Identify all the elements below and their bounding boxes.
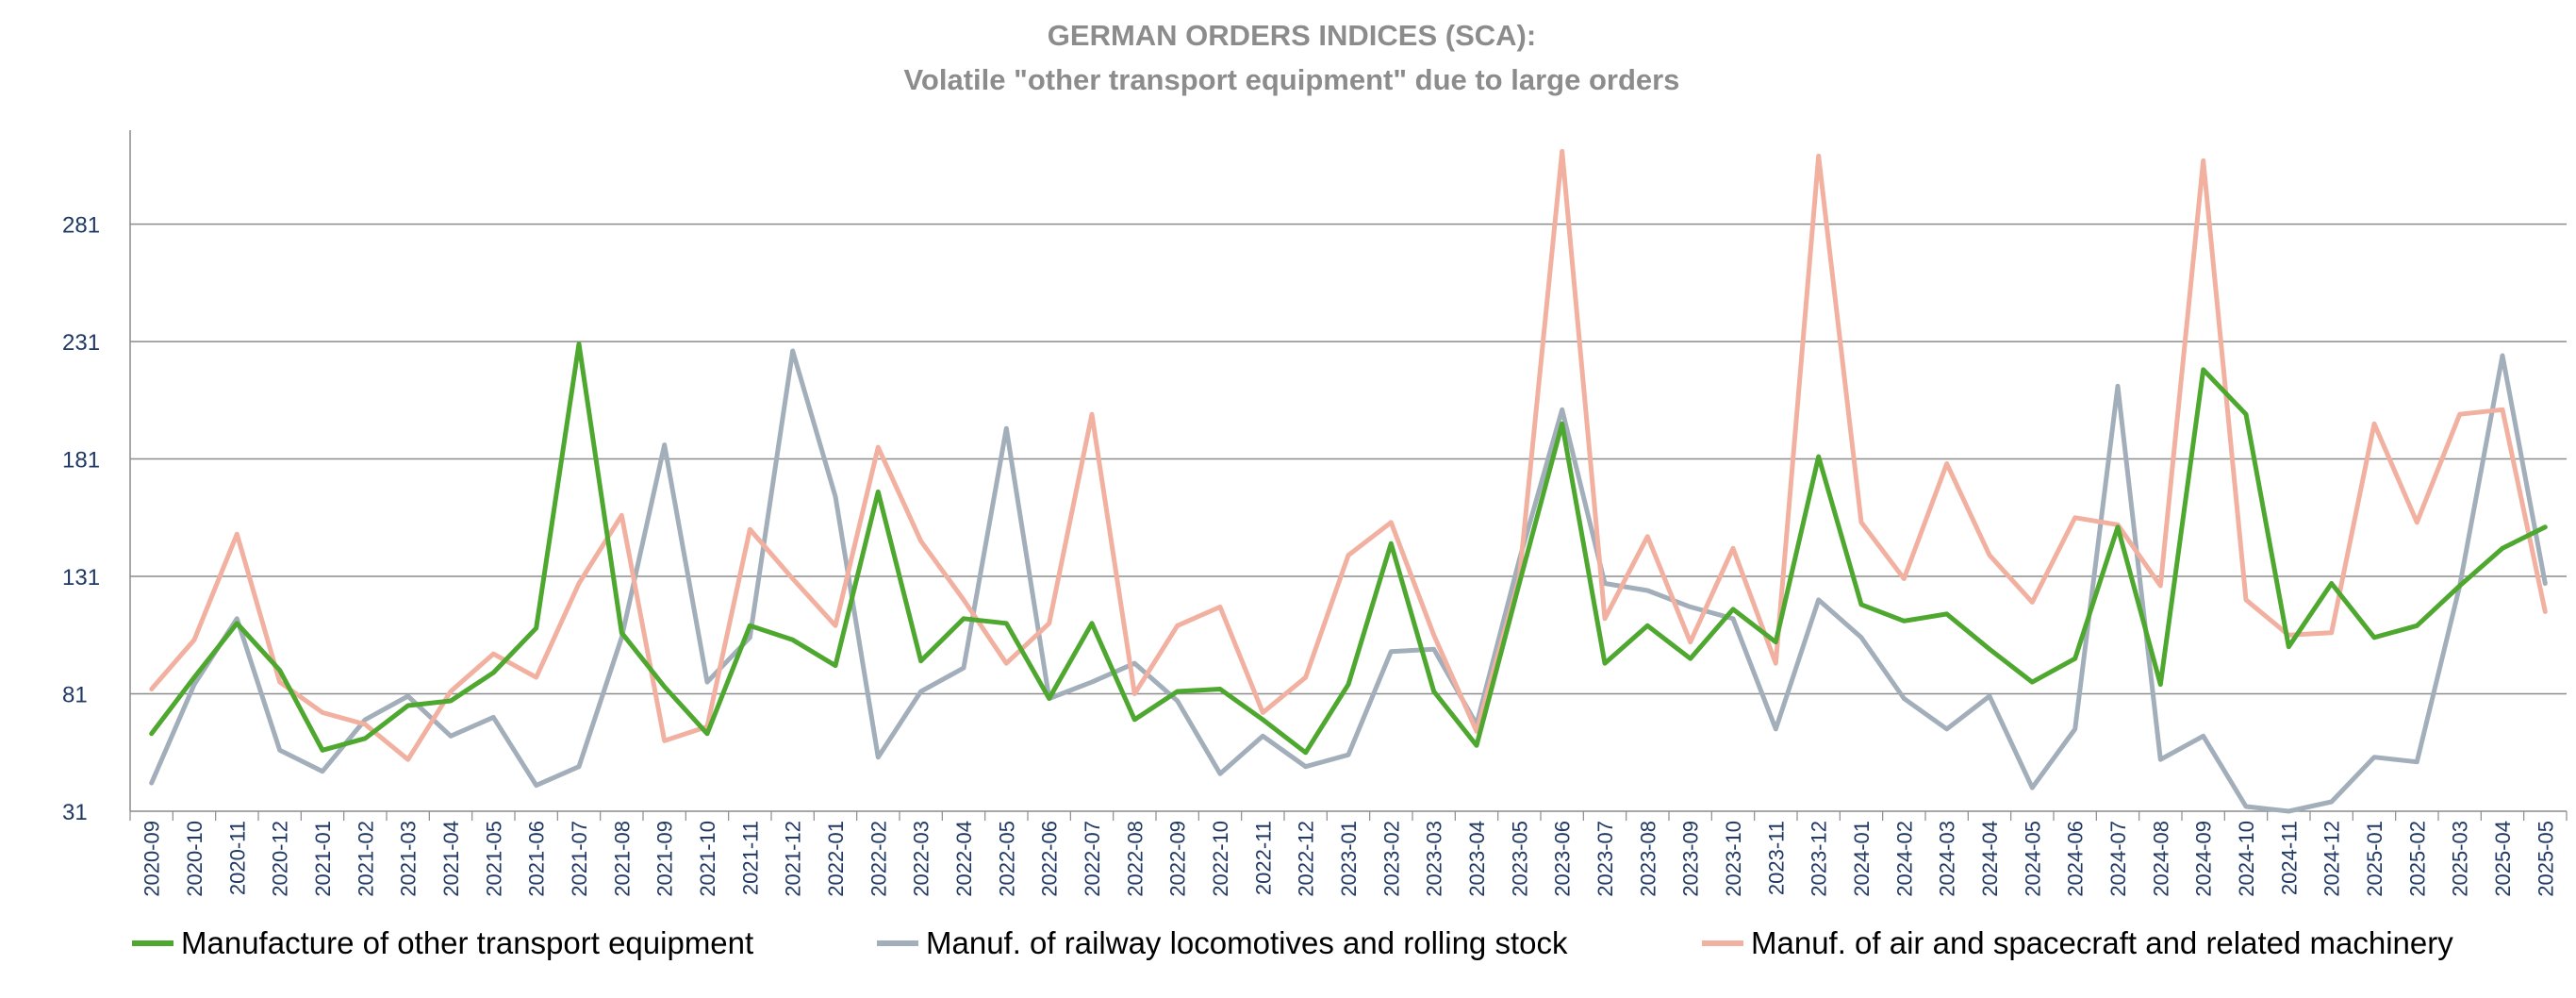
x-tick-label: 2023-06 — [1551, 821, 1575, 897]
x-tick-label: 2023-09 — [1679, 821, 1703, 897]
x-tick-label: 2024-11 — [2277, 821, 2301, 895]
x-tick-label: 2024-07 — [2106, 821, 2130, 897]
x-tick-label: 2023-04 — [1465, 821, 1489, 897]
series-lines — [149, 148, 2548, 814]
x-tick-label: 2024-04 — [1978, 821, 2002, 897]
x-tick-label: 2022-07 — [1081, 821, 1104, 897]
x-tick-label: 2023-01 — [1337, 821, 1361, 897]
legend-swatch-gray — [877, 940, 918, 946]
x-tick-label: 2021-08 — [610, 821, 634, 897]
x-tick-label: 2023-07 — [1593, 821, 1617, 897]
chart-subtitle: Volatile "other transport equipment" due… — [904, 63, 1680, 96]
x-tick-label: 2023-10 — [1722, 821, 1745, 897]
x-tick-label: 2020-09 — [140, 821, 164, 897]
x-tick-label: 2022-05 — [995, 821, 1018, 897]
legend-item-railway: Manuf. of railway locomotives and rollin… — [877, 920, 1567, 967]
x-tick-label: 2024-02 — [1892, 821, 1916, 897]
chart-title: GERMAN ORDERS INDICES (SCA): — [1048, 19, 1536, 52]
x-tick-label: 2024-09 — [2192, 821, 2216, 897]
x-axis: 2020-09 2020-10 2020-11 2020-12 2021-01 2021-… — [129, 811, 2568, 897]
x-tick-label: 2024-01 — [1850, 821, 1874, 897]
legend-item-aircraft: Manuf. of air and spacecraft and related… — [1702, 920, 2453, 967]
x-tick-label: 2021-06 — [525, 821, 549, 897]
x-tick-label: 2023-12 — [1808, 821, 1831, 897]
x-tick-label: 2020-10 — [183, 821, 206, 897]
x-tick-label: 2021-10 — [696, 821, 719, 897]
x-tick-label: 2024-08 — [2149, 821, 2172, 897]
x-tick-label: 2022-11 — [1251, 821, 1275, 895]
y-axis: 31 81 131 181 231 281 — [62, 130, 131, 825]
y-tick-label: 131 — [62, 565, 100, 590]
x-tick-label: 2024-06 — [2064, 821, 2088, 897]
x-tick-label: 2022-12 — [1295, 821, 1318, 897]
x-tick-label: 2023-08 — [1636, 821, 1660, 897]
x-tick-label: 2025-01 — [2363, 821, 2386, 897]
x-tick-label: 2022-09 — [1166, 821, 1190, 897]
x-tick-label: 2021-11 — [738, 821, 762, 895]
x-tick-label: 2022-02 — [867, 821, 890, 897]
x-tick-label: 2023-05 — [1508, 821, 1531, 897]
legend-label: Manuf. of railway locomotives and rollin… — [926, 925, 1568, 960]
gridlines — [130, 223, 2567, 812]
legend-swatch-salmon — [1702, 940, 1743, 946]
legend: Manufacture of other transport equipment… — [132, 920, 2565, 967]
y-tick-label: 231 — [62, 330, 100, 356]
x-tick-label: 2020-12 — [269, 821, 292, 897]
x-tick-label: 2023-11 — [1764, 821, 1788, 895]
x-tick-label: 2022-01 — [824, 821, 848, 897]
x-tick-label: 2024-05 — [2021, 821, 2044, 897]
series-line-1 — [149, 348, 2548, 814]
x-tick-label: 2022-06 — [1038, 821, 1062, 897]
x-tick-label: 2022-04 — [952, 821, 976, 897]
x-tick-label: 2024-12 — [2320, 821, 2344, 897]
legend-label: Manufacture of other transport equipment — [181, 925, 754, 960]
x-tick-label: 2022-03 — [910, 821, 933, 897]
x-tick-label: 2023-03 — [1423, 821, 1446, 897]
x-tick-label: 2025-05 — [2534, 821, 2557, 897]
x-tick-label: 2022-10 — [1209, 821, 1232, 897]
x-tick-label: 2021-07 — [568, 821, 591, 897]
legend-label: Manuf. of air and spacecraft and related… — [1751, 925, 2453, 960]
legend-item-other-transport: Manufacture of other transport equipment — [132, 920, 753, 967]
legend-swatch-green — [132, 940, 173, 946]
series-line-2 — [149, 148, 2548, 762]
x-tick-label: 2025-04 — [2491, 821, 2515, 897]
x-tick-label: 2021-09 — [653, 821, 677, 897]
x-tick-label: 2025-02 — [2405, 821, 2429, 897]
x-tick-label: 2024-10 — [2235, 821, 2258, 897]
series-line-0 — [149, 341, 2548, 756]
x-tick-label: 2021-12 — [782, 821, 805, 897]
x-tick-label: 2024-03 — [1936, 821, 1959, 897]
y-tick-label: 181 — [62, 448, 100, 474]
x-tick-label: 2025-03 — [2449, 821, 2472, 897]
x-tick-label: 2023-02 — [1379, 821, 1403, 897]
x-tick-label: 2021-03 — [397, 821, 421, 897]
x-tick-label: 2021-02 — [354, 821, 377, 897]
x-tick-label: 2021-05 — [482, 821, 505, 897]
x-tick-label: 2020-11 — [225, 821, 249, 895]
y-tick-label: 31 — [62, 800, 88, 825]
y-tick-label: 81 — [62, 683, 88, 708]
x-tick-label: 2022-08 — [1123, 821, 1147, 897]
x-tick-label: 2021-04 — [439, 821, 463, 897]
x-tick-label: 2021-01 — [311, 821, 335, 897]
y-tick-label: 281 — [62, 213, 100, 239]
